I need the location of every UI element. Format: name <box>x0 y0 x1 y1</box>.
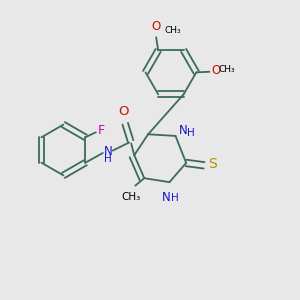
Text: O: O <box>118 105 129 118</box>
Text: N: N <box>179 124 188 137</box>
Text: CH₃: CH₃ <box>121 192 140 202</box>
Text: N: N <box>104 145 112 158</box>
Text: S: S <box>208 158 216 171</box>
Text: H: H <box>171 193 179 202</box>
Text: O: O <box>152 20 161 33</box>
Text: N: N <box>162 190 171 203</box>
Text: F: F <box>98 124 105 137</box>
Text: CH₃: CH₃ <box>164 26 181 35</box>
Text: H: H <box>104 154 112 164</box>
Text: H: H <box>187 128 195 138</box>
Text: O: O <box>212 64 221 77</box>
Text: CH₃: CH₃ <box>218 65 235 74</box>
